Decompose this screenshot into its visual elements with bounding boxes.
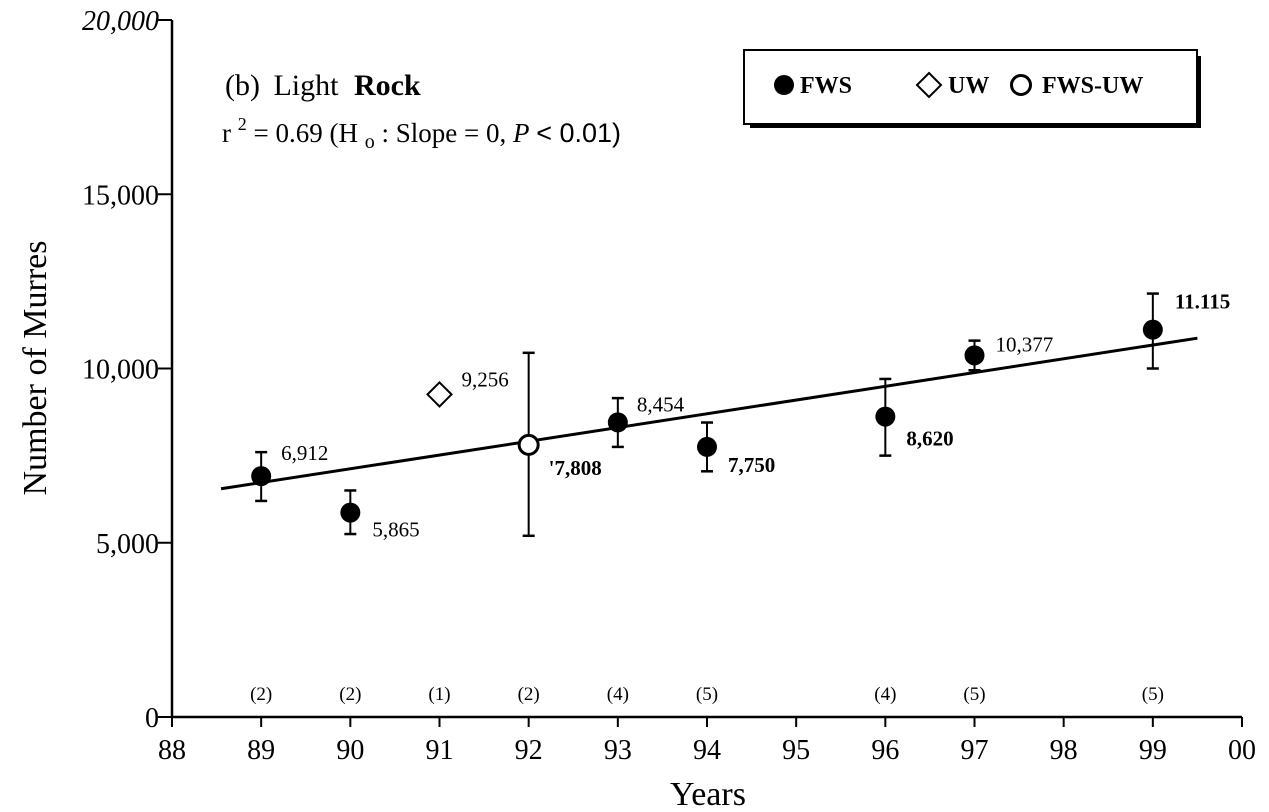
p-value: < 0.01) xyxy=(536,118,621,148)
data-label: 9,256 xyxy=(462,367,509,391)
regression-stats: r 2 = 0.69 (H o : Slope = 0, P < 0.01) xyxy=(222,106,621,154)
data-point-fws xyxy=(607,412,628,433)
x-tick-label: 97 xyxy=(961,735,989,766)
x-axis-title: Years xyxy=(670,776,746,812)
r2-symbol: r xyxy=(222,118,231,148)
data-point-uw xyxy=(426,381,453,408)
x-tick-label: 89 xyxy=(247,735,275,766)
data-label: 6,912 xyxy=(281,441,328,465)
panel-label: (b) xyxy=(225,69,260,102)
data-point-fws xyxy=(340,502,361,523)
x-tick-label: 98 xyxy=(1050,735,1078,766)
r2-equation: = 0.69 (H xyxy=(254,118,358,148)
sample-size-label: (5) xyxy=(1142,684,1164,705)
data-label: '7,808 xyxy=(549,456,602,480)
y-axis-title: Number of Murres xyxy=(17,241,54,496)
x-tick-label: 92 xyxy=(515,735,543,766)
sample-size-label: (4) xyxy=(607,684,629,705)
x-axis-ticks: 88 89 90 91 92 93 94 95 96 97 98 99 00 xyxy=(158,717,1256,766)
data-label: 8,454 xyxy=(637,392,685,416)
data-point-fws xyxy=(697,436,717,457)
y-tick-label: 20,000 xyxy=(82,6,159,37)
title-prefix: Light xyxy=(273,69,339,102)
legend-uw-marker xyxy=(915,71,943,99)
data-labels: 6,912 5,865 9,256 '7,808 8,454 7,750 8,620 10,3… xyxy=(281,290,1230,542)
data-point-fws xyxy=(1142,319,1163,340)
data-label: 10,377 xyxy=(996,332,1054,356)
title-bold: Rock xyxy=(354,69,421,102)
y-tick-label: 0 xyxy=(145,703,159,734)
chart-title: (b) Light Rock xyxy=(225,69,421,102)
data-label: 11.115 xyxy=(1175,290,1230,314)
h-subscript: o xyxy=(365,131,375,153)
y-tick-label: 15,000 xyxy=(82,180,159,211)
x-tick-label: 88 xyxy=(158,735,186,766)
data-label: 5,865 xyxy=(372,518,419,542)
data-point-fws xyxy=(251,466,272,487)
x-tick-label: 96 xyxy=(871,735,899,766)
sample-size-label: (2) xyxy=(339,684,361,705)
y-axis-ticks: 0 5,000 10,000 15,000 20,000 xyxy=(82,6,172,734)
sample-size-label: (4) xyxy=(874,684,896,705)
legend-fws-label: FWS xyxy=(800,73,852,99)
y-tick-label: 10,000 xyxy=(82,355,159,386)
data-point-fws-uw xyxy=(517,433,540,456)
legend-box-shadow-bottom xyxy=(750,124,1201,128)
sample-size-label: (1) xyxy=(428,684,450,705)
legend: FWS UW FWS-UW xyxy=(743,49,1201,128)
x-tick-label: 00 xyxy=(1228,735,1256,766)
p-symbol: P xyxy=(512,118,530,148)
legend-uw-label: UW xyxy=(948,73,989,99)
legend-fws-uw-label: FWS-UW xyxy=(1042,73,1143,99)
sample-size-label: (2) xyxy=(250,684,272,705)
legend-fws-marker xyxy=(774,75,794,95)
data-point-fws xyxy=(875,406,896,427)
regression-line-group xyxy=(220,336,1198,491)
slope-text: : Slope = 0, xyxy=(381,118,512,148)
legend-box-shadow-right xyxy=(1197,56,1201,128)
sample-size-label: (5) xyxy=(963,684,985,705)
x-tick-label: 91 xyxy=(426,735,454,766)
x-tick-label: 95 xyxy=(782,735,810,766)
data-point-fws xyxy=(964,345,985,366)
r2-exponent: 2 xyxy=(238,114,247,134)
x-tick-label: 99 xyxy=(1139,735,1167,766)
sample-size-label: (2) xyxy=(518,684,540,705)
sample-size-label: (5) xyxy=(696,684,718,705)
x-tick-label: 94 xyxy=(693,735,721,766)
sample-size-labels: (2) (2) (1) (2) (4) (5) (4) (5) (5) xyxy=(250,684,1164,705)
data-label: 8,620 xyxy=(906,427,953,451)
regression-line xyxy=(220,336,1198,491)
legend-fws-uw-marker xyxy=(1010,74,1032,96)
data-points xyxy=(251,319,1163,523)
data-label: 7,750 xyxy=(728,453,775,477)
x-tick-label: 90 xyxy=(336,735,364,766)
y-tick-label: 5,000 xyxy=(96,529,159,560)
x-tick-label: 93 xyxy=(604,735,632,766)
